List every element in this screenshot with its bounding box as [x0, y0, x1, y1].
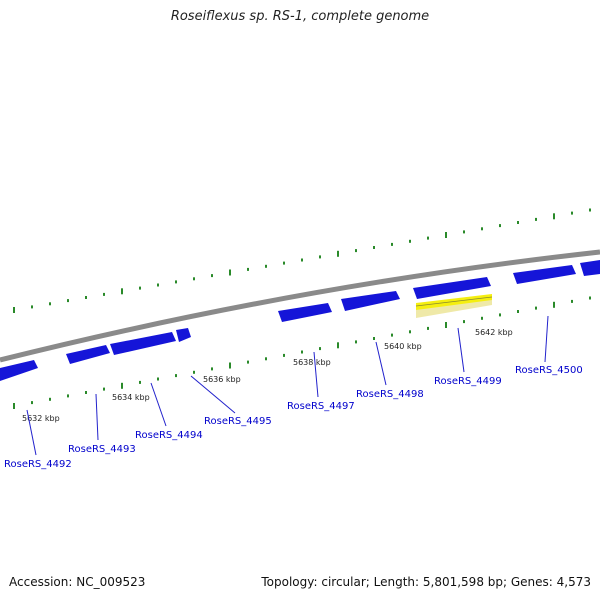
gene-label-4497[interactable]: RoseRS_4497	[287, 401, 355, 412]
tick-label: 5636 kbp	[203, 375, 241, 384]
gene-label-4492[interactable]: RoseRS_4492	[4, 459, 72, 470]
gene-arrow-4499[interactable]	[413, 277, 491, 299]
gc-track-outer	[13, 208, 591, 313]
gene-label-4495[interactable]: RoseRS_4495	[204, 416, 272, 427]
gc-track-inner	[13, 296, 591, 409]
tick-label: 5640 kbp	[384, 342, 422, 351]
label-leader-lines	[26, 315, 549, 456]
gene-arrow-4497[interactable]	[278, 303, 332, 322]
gene-arrow-4493[interactable]	[66, 345, 110, 364]
gene-label-4494[interactable]: RoseRS_4494	[135, 430, 203, 441]
gene-label-4498[interactable]: RoseRS_4498	[356, 389, 424, 400]
gene-label-4499[interactable]: RoseRS_4499	[434, 376, 502, 387]
gene-arrow-4495[interactable]	[176, 328, 191, 342]
gene-label-4500[interactable]: RoseRS_4500	[515, 365, 583, 376]
genome-backbone	[0, 249, 600, 363]
tick-label: 5638 kbp	[293, 358, 331, 367]
map-title: Roseiflexus sp. RS-1, complete genome	[170, 9, 430, 24]
accession-text: Accession: NC_009523	[9, 575, 146, 589]
gene-label-4493[interactable]: RoseRS_4493	[68, 444, 136, 455]
topology-text: Topology: circular; Length: 5,801,598 bp…	[261, 575, 591, 589]
tick-label: 5642 kbp	[475, 328, 513, 337]
gene-arrow-4500[interactable]	[513, 265, 576, 284]
gene-arrow-4501[interactable]	[580, 260, 600, 276]
gene-arrows	[0, 260, 600, 381]
tick-labels: 5632 kbp 5634 kbp 5636 kbp 5638 kbp 5640…	[22, 328, 513, 423]
tick-label: 5632 kbp	[22, 414, 60, 423]
gene-labels: RoseRS_4492 RoseRS_4493 RoseRS_4494 Rose…	[4, 365, 583, 470]
gene-arrow-4498[interactable]	[341, 291, 400, 311]
gene-highlight	[415, 294, 493, 318]
gene-arrow-4491[interactable]	[0, 360, 38, 381]
gene-arrow-4494[interactable]	[110, 332, 176, 355]
tick-label: 5634 kbp	[112, 393, 150, 402]
